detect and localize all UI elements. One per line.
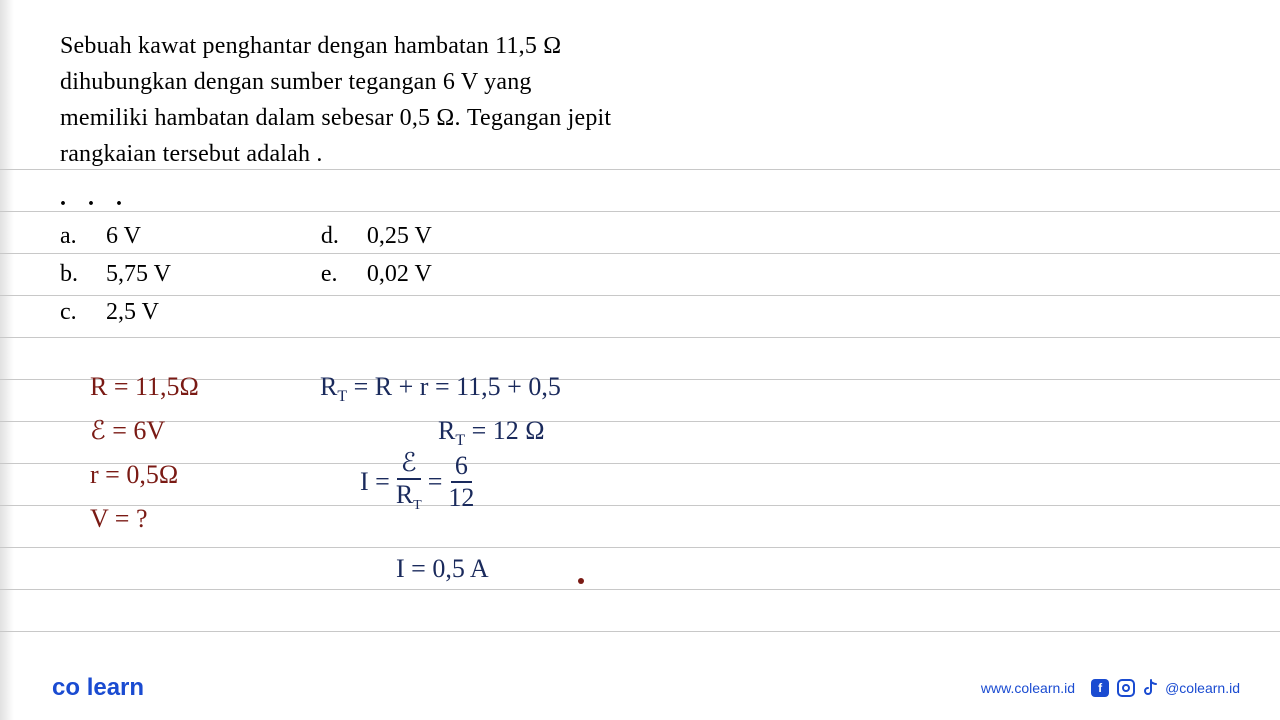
logo-dot [80, 674, 87, 701]
calc-I-frac1: ℰ RT [396, 450, 422, 513]
logo-co: co [52, 674, 80, 701]
answer-letter: d. [321, 218, 345, 254]
answer-e: e. 0,02 V [321, 256, 432, 292]
footer: co learn www.colearn.id f @colearn.id [0, 674, 1280, 702]
footer-right: www.colearn.id f @colearn.id [981, 679, 1240, 697]
answer-value: 0,02 V [367, 256, 432, 292]
question-text: Sebuah kawat penghantar dengan hambatan … [60, 28, 620, 172]
calc-I-frac1-den: RT [396, 480, 422, 513]
social-icons: f @colearn.id [1091, 679, 1240, 697]
calc-I-mid: = [428, 467, 443, 497]
answers-left-col: a. 6 V b. 5,75 V c. 2,5 V [60, 218, 171, 330]
answer-letter: c. [60, 294, 84, 330]
answer-value: 5,75 V [106, 256, 171, 292]
answers-right-col: d. 0,25 V e. 0,02 V [321, 218, 432, 330]
answer-value: 0,25 V [367, 218, 432, 254]
answer-letter: a. [60, 218, 84, 254]
calc-I-label: I = [360, 467, 390, 497]
calc-RT-result: RT = 12 Ω [438, 416, 545, 450]
calc-RT-result-text: RT = 12 Ω [438, 416, 545, 445]
answer-value: 2,5 V [106, 294, 159, 330]
calc-I-frac2-num: 6 [451, 453, 472, 483]
given-V: V = ? [90, 504, 148, 534]
calc-RT-line: RT = R + r = 11,5 + 0,5 [320, 372, 561, 406]
answer-d: d. 0,25 V [321, 218, 432, 254]
logo: co learn [52, 674, 144, 702]
calc-RT-R: R [320, 372, 337, 401]
logo-learn: learn [87, 674, 144, 701]
red-dot [578, 578, 584, 584]
footer-url: www.colearn.id [981, 680, 1075, 696]
given-E: ℰ = 6V [90, 416, 165, 446]
answer-letter: e. [321, 256, 345, 292]
calc-I-frac1-num: ℰ [397, 450, 421, 480]
footer-handle: @colearn.id [1165, 680, 1240, 696]
question-block: Sebuah kawat penghantar dengan hambatan … [60, 28, 620, 330]
answer-a: a. 6 V [60, 218, 171, 254]
facebook-icon: f [1091, 679, 1109, 697]
answer-letter: b. [60, 256, 84, 292]
instagram-icon [1117, 679, 1135, 697]
answer-c: c. 2,5 V [60, 294, 171, 330]
answers: a. 6 V b. 5,75 V c. 2,5 V d. 0,25 V [60, 218, 620, 330]
page: Sebuah kawat penghantar dengan hambatan … [0, 0, 1280, 720]
answer-b: b. 5,75 V [60, 256, 171, 292]
calc-I-frac2: 6 12 [448, 453, 474, 511]
calc-I-frac2-den: 12 [448, 483, 474, 511]
tiktok-icon [1143, 679, 1157, 697]
calc-I-result: I = 0,5 A [396, 554, 489, 584]
calc-RT-rest: = R + r = 11,5 + 0,5 [347, 372, 561, 401]
question-ellipsis: . . . [60, 180, 620, 216]
given-r: r = 0,5Ω [90, 460, 178, 490]
calc-I-line: I = ℰ RT = 6 12 [360, 450, 474, 513]
calc-RT-sub: T [337, 388, 347, 405]
given-R: R = 11,5Ω [90, 372, 199, 402]
answer-value: 6 V [106, 218, 141, 254]
